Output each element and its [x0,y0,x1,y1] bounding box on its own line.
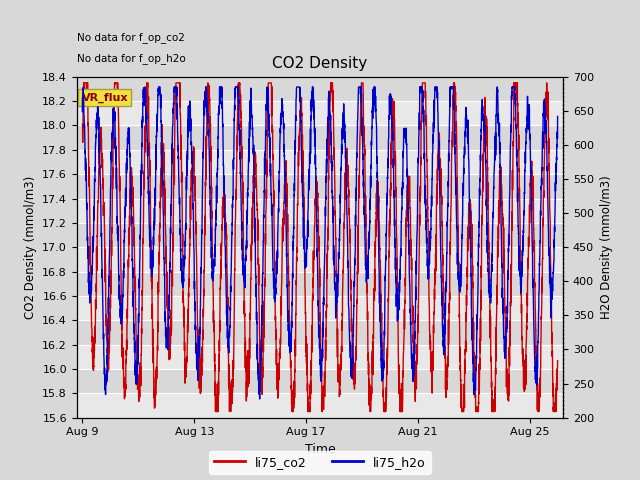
X-axis label: Time: Time [305,443,335,456]
Bar [77,247,563,272]
Text: No data for f_op_h2o: No data for f_op_h2o [77,53,186,64]
li75_co2 [325,130,333,135]
li75_co2 [404,186,412,192]
li75_h2o [524,110,532,116]
li75_co2 [79,121,86,127]
Line: li75_h2o: li75_h2o [83,87,557,399]
Text: No data for f_op_co2: No data for f_op_co2 [77,33,185,43]
li75_co2 [80,80,88,86]
Bar [77,150,563,174]
Bar [77,393,563,418]
li75_co2 [212,408,220,414]
Y-axis label: H2O Density (mmol/m3): H2O Density (mmol/m3) [600,175,612,319]
li75_h2o [141,84,148,90]
Line: li75_co2: li75_co2 [83,83,557,411]
li75_co2 [554,358,561,363]
Legend: li75_co2, li75_h2o: li75_co2, li75_h2o [209,451,431,474]
li75_co2 [524,265,532,271]
Bar [77,296,563,320]
Bar [77,101,563,125]
Bar [77,345,563,369]
li75_h2o [472,360,480,365]
li75_h2o [325,88,333,94]
li75_co2 [502,345,509,351]
li75_h2o [361,224,369,230]
li75_h2o [502,338,509,344]
li75_h2o [256,396,264,402]
li75_co2 [361,152,369,158]
Text: VR_flux: VR_flux [82,93,128,103]
Title: CO2 Density: CO2 Density [273,57,367,72]
li75_h2o [554,114,561,120]
Bar [77,199,563,223]
li75_h2o [404,180,412,186]
li75_co2 [472,408,480,413]
li75_h2o [79,96,86,101]
Y-axis label: CO2 Density (mmol/m3): CO2 Density (mmol/m3) [24,176,36,319]
